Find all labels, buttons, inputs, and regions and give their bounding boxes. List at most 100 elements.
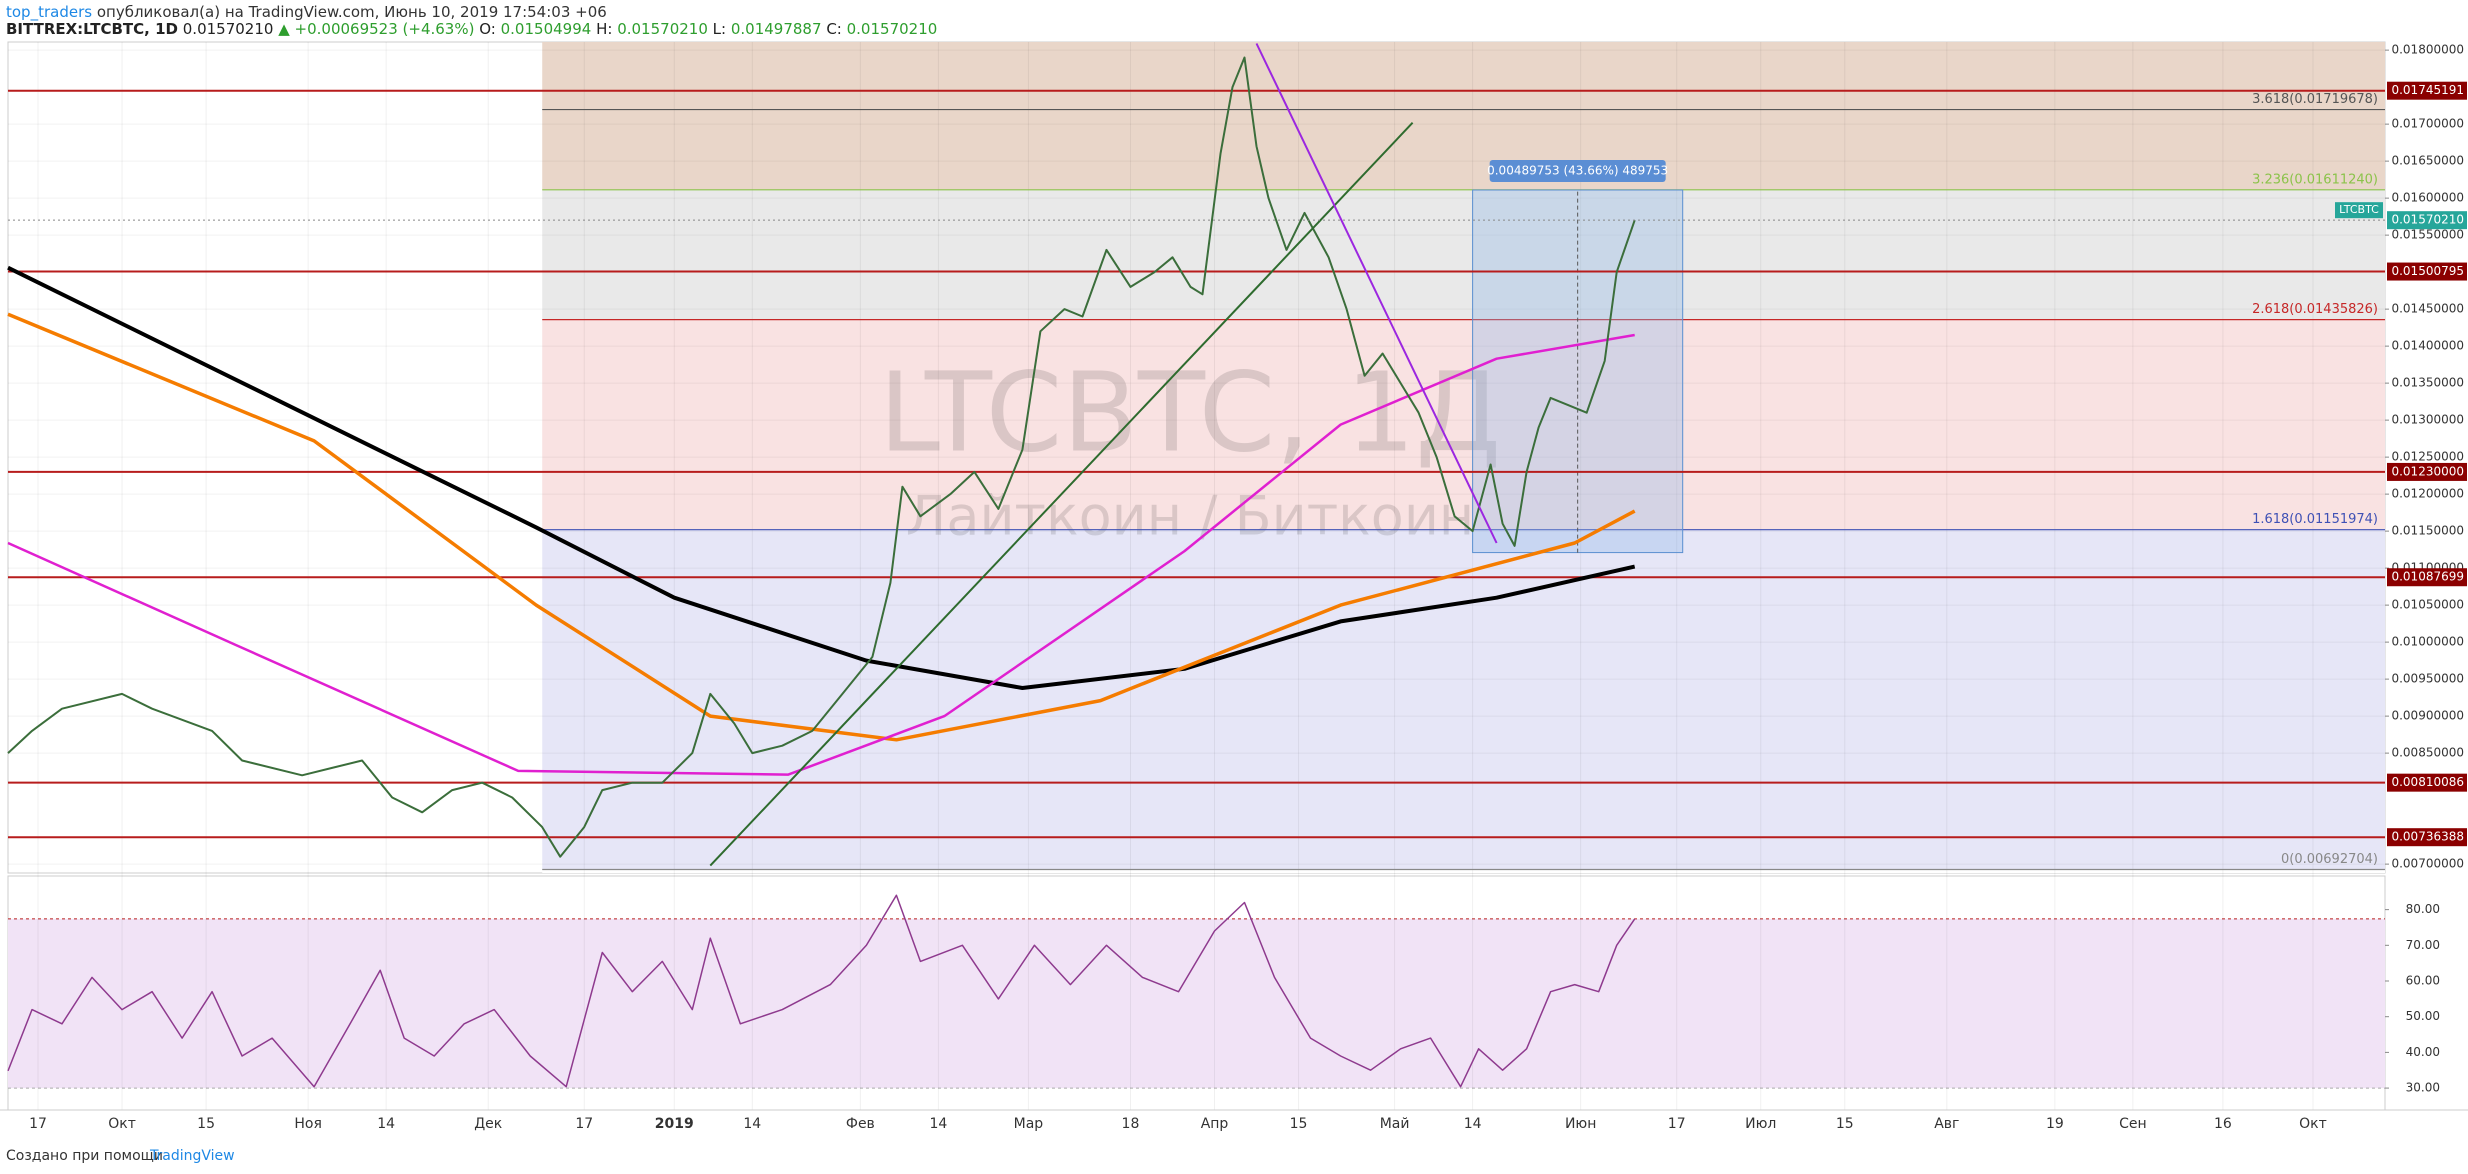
y-tick-label: 0.01300000	[2391, 413, 2464, 427]
price-line	[7, 265, 1636, 690]
y-tick-label: 50.00	[2406, 1009, 2440, 1023]
fib-label: 3.618(0.01719678)	[2252, 92, 2378, 107]
trend-line	[1255, 43, 1498, 544]
y-tick-label: 70.00	[2406, 938, 2440, 952]
fib-label: 0(0.00692704)	[2281, 852, 2378, 867]
x-tick-label: 17	[29, 1116, 47, 1132]
level-tag	[2387, 262, 2467, 281]
watermark: LTCBTC, 1Д	[879, 348, 1502, 476]
ohlc-value: 0.01497887	[731, 20, 822, 38]
x-tick-label: 17	[1668, 1116, 1686, 1132]
x-tick-label: 15	[1836, 1116, 1854, 1132]
x-tick-label: Апр	[1201, 1116, 1229, 1132]
x-tick-label: 2019	[655, 1116, 694, 1132]
measure-label: 0.00489753 (43.66%) 489753	[1487, 163, 1668, 177]
price-line	[7, 56, 1636, 858]
y-tick-label: 80.00	[2406, 902, 2440, 916]
last-price-tag	[2387, 211, 2467, 230]
y-tick-label: 0.01400000	[2391, 339, 2464, 353]
y-tick-label: 0.01600000	[2391, 191, 2464, 205]
level-tag	[2387, 773, 2467, 792]
x-tick-label: Сен	[2119, 1116, 2147, 1132]
rsi-band	[8, 918, 2385, 1089]
x-tick-label: Окт	[108, 1116, 136, 1132]
y-tick-label: 0.00700000	[2391, 857, 2464, 871]
x-tick-label: 14	[929, 1116, 947, 1132]
x-tick-label: Мар	[1014, 1116, 1044, 1132]
level-tag	[2387, 568, 2467, 587]
y-tick-label: 40.00	[2406, 1045, 2440, 1059]
price-line	[7, 894, 1636, 1088]
price-line	[7, 333, 1635, 776]
footer-brand[interactable]: TradingView	[149, 1148, 235, 1164]
level-tag	[2387, 828, 2467, 847]
x-tick-label: 14	[743, 1116, 761, 1132]
y-tick-label: 30.00	[2406, 1081, 2440, 1095]
level-tag-label: 0.01230000	[2391, 464, 2464, 478]
fib-band	[542, 319, 2385, 530]
fib-label: 2.618(0.01435826)	[2252, 302, 2378, 317]
last-price-label: 0.01570210	[2391, 213, 2464, 227]
x-tick-label: Авг	[1934, 1116, 1959, 1132]
y-tick-label: 0.01000000	[2391, 635, 2464, 649]
ohlc-key: C:	[826, 20, 842, 38]
symbol: BITTREX:LTCBTC, 1D	[6, 20, 178, 38]
trend-line	[709, 122, 1414, 867]
y-tick-label: 0.01150000	[2391, 524, 2464, 538]
x-tick-label: Окт	[2299, 1116, 2327, 1132]
y-tick-label: 0.01800000	[2391, 43, 2464, 57]
x-tick-label: Фев	[846, 1116, 875, 1132]
level-tag-label: 0.01745191	[2391, 83, 2464, 97]
y-tick-label: 0.01650000	[2391, 154, 2464, 168]
level-tag	[2387, 81, 2467, 100]
y-tick-label: 0.01450000	[2391, 302, 2464, 316]
fib-band	[542, 529, 2385, 870]
y-tick-label: 0.00850000	[2391, 746, 2464, 760]
level-tag-label: 0.01500795	[2391, 264, 2464, 278]
x-tick-label: 15	[1290, 1116, 1308, 1132]
ohlc-value: 0.01570210	[617, 20, 708, 38]
price: 0.01570210	[183, 20, 274, 38]
x-tick-label: Июл	[1745, 1116, 1776, 1132]
y-tick-label: 0.01250000	[2391, 450, 2464, 464]
symbol-line: BITTREX:LTCBTC, 1D 0.01570210 ▲ +0.00069…	[6, 20, 937, 38]
level-tag-label: 0.00810086	[2391, 775, 2464, 789]
published-info: опубликовал(а) на TradingView.com, Июнь …	[97, 3, 607, 21]
y-tick-label: 0.00900000	[2391, 709, 2464, 723]
x-tick-label: Май	[1380, 1116, 1410, 1132]
y-tick-label: 0.01700000	[2391, 117, 2464, 131]
y-tick-label: 0.01200000	[2391, 487, 2464, 501]
header-line: top_traders опубликовал(а) на TradingVie…	[6, 3, 607, 22]
y-tick-label: 0.01550000	[2391, 228, 2464, 242]
ohlc-key: L:	[713, 20, 726, 38]
x-tick-label: 14	[377, 1116, 395, 1132]
ohlc-value: 0.01504994	[501, 20, 592, 38]
x-tick-label: 17	[575, 1116, 593, 1132]
x-tick-label: 15	[197, 1116, 215, 1132]
fib-label: 3.236(0.01611240)	[2252, 172, 2378, 187]
x-tick-label: 16	[2214, 1116, 2232, 1132]
ohlc-key: H:	[596, 20, 612, 38]
symbol-tag	[2335, 202, 2383, 219]
x-tick-label: 19	[2046, 1116, 2064, 1132]
level-tag-label: 0.00736388	[2391, 830, 2464, 844]
measure-tag	[1489, 159, 1666, 182]
level-tag	[2387, 462, 2467, 481]
fib-band	[542, 42, 2385, 110]
level-tag-label: 0.01087699	[2391, 570, 2464, 584]
x-tick-label: 18	[1122, 1116, 1140, 1132]
y-tick-label: 0.01350000	[2391, 376, 2464, 390]
watermark-sub: Лайткоин / Биткоин	[906, 485, 1474, 548]
fib-label: 1.618(0.01151974)	[2252, 512, 2378, 527]
change: ▲ +0.00069523 (+4.63%)	[278, 20, 474, 38]
fib-band	[542, 109, 2385, 190]
x-tick-label: Дек	[474, 1116, 502, 1132]
user-link[interactable]: top_traders	[6, 3, 92, 22]
x-tick-label: 14	[1464, 1116, 1482, 1132]
y-tick-label: 0.01050000	[2391, 598, 2464, 612]
x-tick-label: Июн	[1565, 1116, 1596, 1132]
y-tick-label: 60.00	[2406, 974, 2440, 988]
fib-band	[542, 869, 2385, 873]
x-tick-label: Ноя	[294, 1116, 322, 1132]
